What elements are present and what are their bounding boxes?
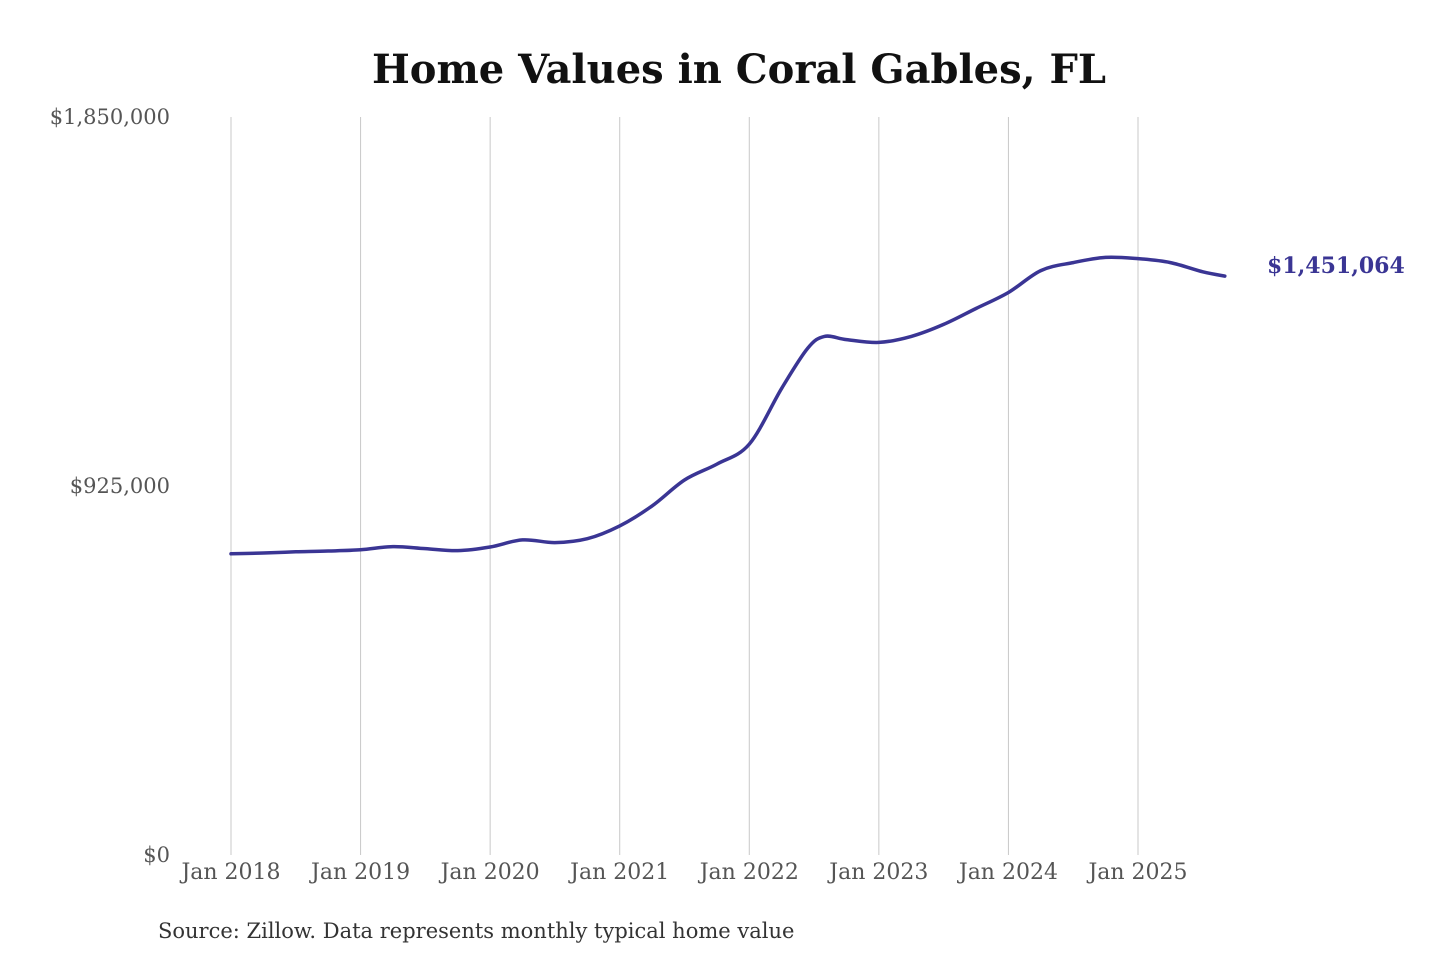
x-tick-label: Jan 2018 <box>179 860 280 885</box>
source-note: Source: Zillow. Data represents monthly … <box>158 919 794 943</box>
x-tick-label: Jan 2022 <box>698 860 799 885</box>
home-value-line <box>229 255 1227 556</box>
end-value-label: $1,451,064 <box>1267 253 1405 279</box>
y-tick-label: $0 <box>143 843 170 867</box>
chart-title: Home Values in Coral Gables, FL <box>372 46 1106 93</box>
x-tick-label: Jan 2019 <box>309 860 410 885</box>
x-tick-label: Jan 2024 <box>957 860 1058 885</box>
y-tick-label: $1,850,000 <box>50 105 170 129</box>
x-tick-label: Jan 2021 <box>568 860 669 885</box>
series-layer <box>229 255 1227 556</box>
x-axis-ticks: Jan 2018 Jan 2019 Jan 2020 Jan 2021 Jan 2022… <box>179 860 1187 885</box>
x-tick-label: Jan 2020 <box>439 860 540 885</box>
x-tick-label: Jan 2025 <box>1086 860 1187 885</box>
y-tick-label: $925,000 <box>70 474 170 498</box>
x-tick-label: Jan 2023 <box>827 860 928 885</box>
y-axis-ticks: $0 $925,000 $1,850,000 <box>50 105 170 867</box>
grid-layer <box>230 117 1139 855</box>
